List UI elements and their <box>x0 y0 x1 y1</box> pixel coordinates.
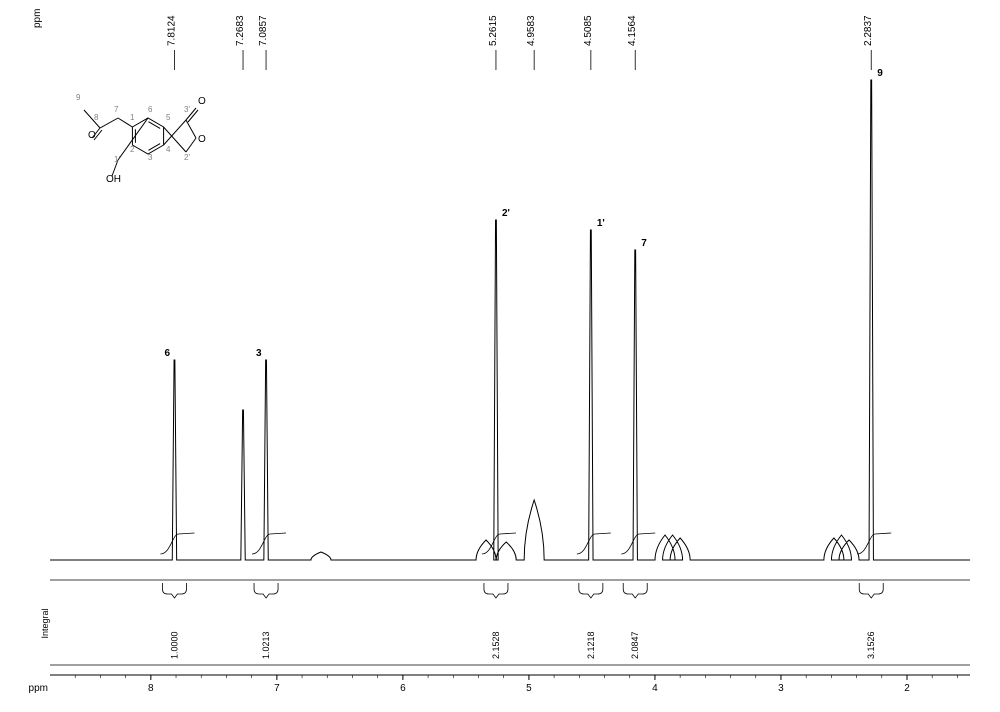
molecule-position-label: 5 <box>166 113 171 122</box>
molecule-position-label: 7 <box>114 105 119 114</box>
integral-curve <box>621 533 655 554</box>
integral-value: 2.1218 <box>586 631 596 659</box>
molecule-structure: O O O OH 9 8 7 1 6 5 3' 2 3 4 2' 1' <box>76 93 206 185</box>
x-tick-label: 6 <box>400 683 406 694</box>
molecule-atom-text: OH <box>106 174 121 185</box>
molecule-position-label: 1 <box>130 113 135 122</box>
molecule-position-label: 3 <box>148 153 153 162</box>
molecule-position-label: 4 <box>166 145 171 154</box>
molecule-position-label: 2 <box>130 145 135 154</box>
x-tick-label: 3 <box>778 683 784 694</box>
integral-axis-label: Integral <box>40 608 50 638</box>
integral-bracket <box>859 583 883 598</box>
peak-assignment: 9 <box>877 68 883 79</box>
integral-value: 3.1526 <box>866 631 876 659</box>
integral-value: 2.0847 <box>630 631 640 659</box>
molecule-position-label: 3' <box>184 105 190 114</box>
integral-curve <box>577 533 611 554</box>
peak-assignment: 2' <box>502 208 510 219</box>
top-axis-unit: ppm <box>32 9 43 28</box>
integral-bracket <box>254 583 278 598</box>
peak-value-label: 7.2683 <box>235 15 246 46</box>
x-tick-label: 8 <box>148 683 154 694</box>
peak-assignment: 7 <box>641 238 647 249</box>
integral-curve <box>252 533 286 554</box>
molecule-position-label: 2' <box>184 153 190 162</box>
peak-value-label: 7.0857 <box>258 15 269 46</box>
integral-bracket <box>623 583 647 598</box>
integral-bracket <box>579 583 603 598</box>
molecule-position-label: 6 <box>148 105 153 114</box>
molecule-atom-text: O <box>88 130 96 141</box>
peak-assignment: 1' <box>597 218 605 229</box>
peak-value-label: 4.1564 <box>627 15 638 46</box>
peak-value-label: 4.9583 <box>526 15 537 46</box>
peak-value-label: 2.2837 <box>863 15 874 46</box>
integral-curve <box>160 533 194 554</box>
peak-value-label: 7.8124 <box>166 15 177 46</box>
molecule-position-label: 9 <box>76 93 81 102</box>
x-tick-label: 2 <box>904 683 910 694</box>
integral-bracket <box>162 583 186 598</box>
x-tick-label: 5 <box>526 683 532 694</box>
nmr-spectrum: ppm 7.8124 7.2683 7.0857 5.2615 4.9583 4.5085 4… <box>0 0 1000 707</box>
integral-value: 2.1528 <box>491 631 501 659</box>
peak-assignment: 6 <box>164 348 170 359</box>
x-tick-label: 7 <box>274 683 280 694</box>
spectrum-trace <box>50 80 970 560</box>
integral-value: 1.0000 <box>169 631 179 659</box>
peak-value-label: 4.5085 <box>583 15 594 46</box>
molecule-position-label: 8 <box>94 113 99 122</box>
x-axis-label: ppm <box>29 683 48 694</box>
x-tick-label: 4 <box>652 683 658 694</box>
peak-value-label: 5.2615 <box>488 15 499 46</box>
integral-bracket <box>484 583 508 598</box>
molecule-position-label: 1' <box>114 155 120 164</box>
molecule-atom-text: O <box>198 134 206 145</box>
integral-value: 1.0213 <box>261 631 271 659</box>
molecule-atom-text: O <box>198 96 206 107</box>
peak-assignment: 3 <box>256 348 262 359</box>
integral-curve <box>857 533 891 554</box>
